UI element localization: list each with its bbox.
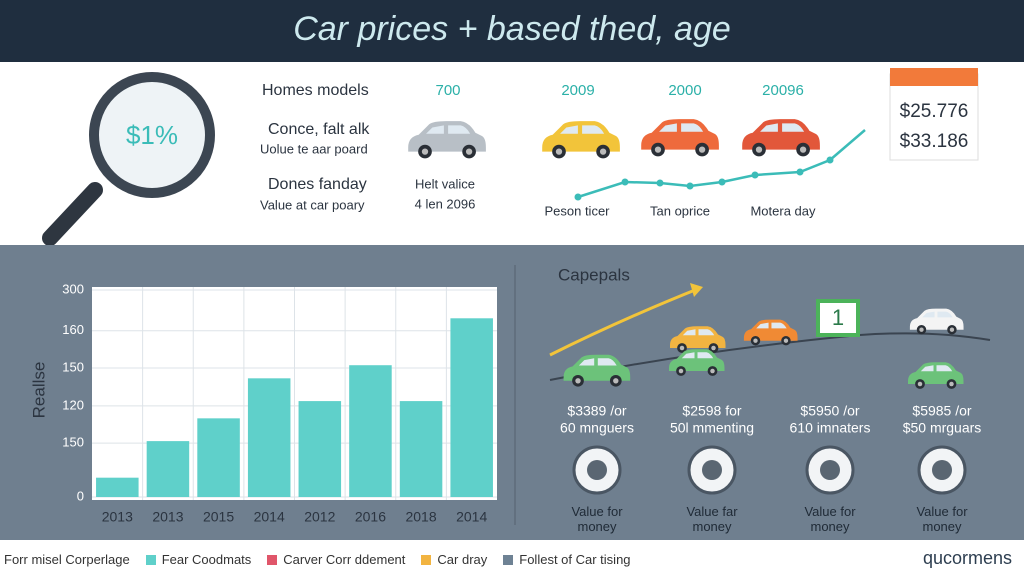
y-tick-label: 120 <box>62 397 84 412</box>
item-detail: 60 mnguers <box>560 420 634 436</box>
y-tick-label: 0 <box>77 488 84 503</box>
car-icon <box>742 119 820 157</box>
item-icon-inner <box>702 460 722 480</box>
bar <box>197 418 240 497</box>
y-tick-label: 150 <box>62 435 84 450</box>
row-label: Homes models <box>262 82 369 99</box>
column-header: 2000 <box>668 82 701 99</box>
x-tick-label: 2013 <box>152 509 183 525</box>
note: Helt valice <box>415 176 475 191</box>
item-caption: Value for money <box>916 504 968 534</box>
legend-swatch <box>503 555 514 566</box>
car-icon <box>641 119 719 157</box>
legend-label: Car dray <box>437 551 488 567</box>
bar <box>349 365 392 497</box>
item-detail: $50 mrguars <box>903 420 982 436</box>
x-tick-label: 2015 <box>203 509 234 525</box>
legend-label: Fear Coodmats <box>161 551 252 567</box>
trend-dots <box>574 156 834 201</box>
item-price: $5985 /or <box>912 403 971 419</box>
column-header: 700 <box>435 82 460 99</box>
magnifier-handle <box>42 182 103 246</box>
price-card <box>889 73 979 161</box>
legend-swatch <box>267 555 278 566</box>
legend-item: Follest of Car tising <box>503 551 631 567</box>
y-tick-label: 160 <box>62 322 84 337</box>
y-tick-label: 300 <box>62 281 84 296</box>
x-tick-label: 2014 <box>456 509 487 525</box>
item-price: $2598 for <box>682 403 741 419</box>
row-sub: Uolue te aar poard <box>260 141 368 156</box>
legend-label: Carver Corr ddement <box>283 551 406 567</box>
item-caption: Value for money <box>804 504 856 534</box>
bar <box>146 441 190 497</box>
legend-item: Car dray <box>421 552 487 567</box>
title: Car prices + based thed, age <box>293 10 731 48</box>
card-top <box>890 68 978 86</box>
bar <box>399 401 443 497</box>
legend-label: Follest of Car tising <box>519 551 631 567</box>
item-price: $3389 /or <box>567 403 626 419</box>
arrow <box>549 286 701 357</box>
legend-label: Forr misel Corperlage <box>4 551 130 567</box>
legend-swatch <box>145 555 156 566</box>
card-price: $25.776 <box>900 101 969 122</box>
magnifier <box>89 72 215 198</box>
bar <box>450 318 493 497</box>
item-icon-inner <box>587 460 607 480</box>
legend-item: Fear Coodmats <box>145 551 252 567</box>
item-caption: Value for money <box>571 504 623 534</box>
item-icon-inner <box>820 460 840 480</box>
item-detail: 610 imnaters <box>790 420 871 436</box>
row-sub: Value at car poary <box>260 197 365 212</box>
y-axis-title: Reallse <box>29 362 48 419</box>
item-price: $5950 /or <box>800 403 859 419</box>
item-icon-inner <box>932 460 952 480</box>
x-tick-label: 2018 <box>405 509 436 525</box>
badge <box>816 299 860 337</box>
car-icon <box>408 121 486 159</box>
legend-item: Carver Corr ddement <box>267 552 405 567</box>
bar <box>247 378 291 497</box>
note: 4 len 2096 <box>415 196 476 211</box>
row-label: Conce, falt alk <box>268 121 370 138</box>
trend-line <box>577 129 866 199</box>
column-header: 2009 <box>561 82 594 99</box>
trend-label: Motera day <box>750 203 816 218</box>
car-icon <box>542 121 620 159</box>
magnifier-text: $1% <box>126 120 178 150</box>
header-bar <box>0 0 1024 62</box>
card-price: $33.186 <box>900 131 969 152</box>
bar <box>96 477 139 497</box>
x-tick-label: 2016 <box>355 509 386 525</box>
trend-label: Tan oprice <box>650 203 710 218</box>
x-tick-label: 2013 <box>102 509 133 525</box>
comparison-title: Capepals <box>558 265 630 284</box>
brand: qucormens <box>922 548 1012 568</box>
bar-chart: 0 150 120 150 160 300 2013 2013 2015 2014 2012 2016… <box>62 281 497 525</box>
item-detail: 50l mmenting <box>670 420 754 436</box>
trend-label: Peson ticer <box>544 203 610 218</box>
row-label: Dones fanday <box>268 176 367 193</box>
road <box>549 332 991 381</box>
bar <box>298 401 342 497</box>
arrow-head <box>690 283 703 297</box>
x-tick-label: 2014 <box>254 509 285 525</box>
legend: Forr misel Corperlage Fear Coodmats Carver… <box>0 544 631 574</box>
legend-swatch <box>421 555 432 566</box>
legend-item: Forr misel Corperlage <box>4 552 130 567</box>
badge-text: 1 <box>832 305 844 330</box>
item-caption: Value far money <box>686 504 738 534</box>
column-header: 20096 <box>762 82 804 99</box>
x-tick-label: 2012 <box>304 509 335 525</box>
y-tick-label: 150 <box>62 359 84 374</box>
